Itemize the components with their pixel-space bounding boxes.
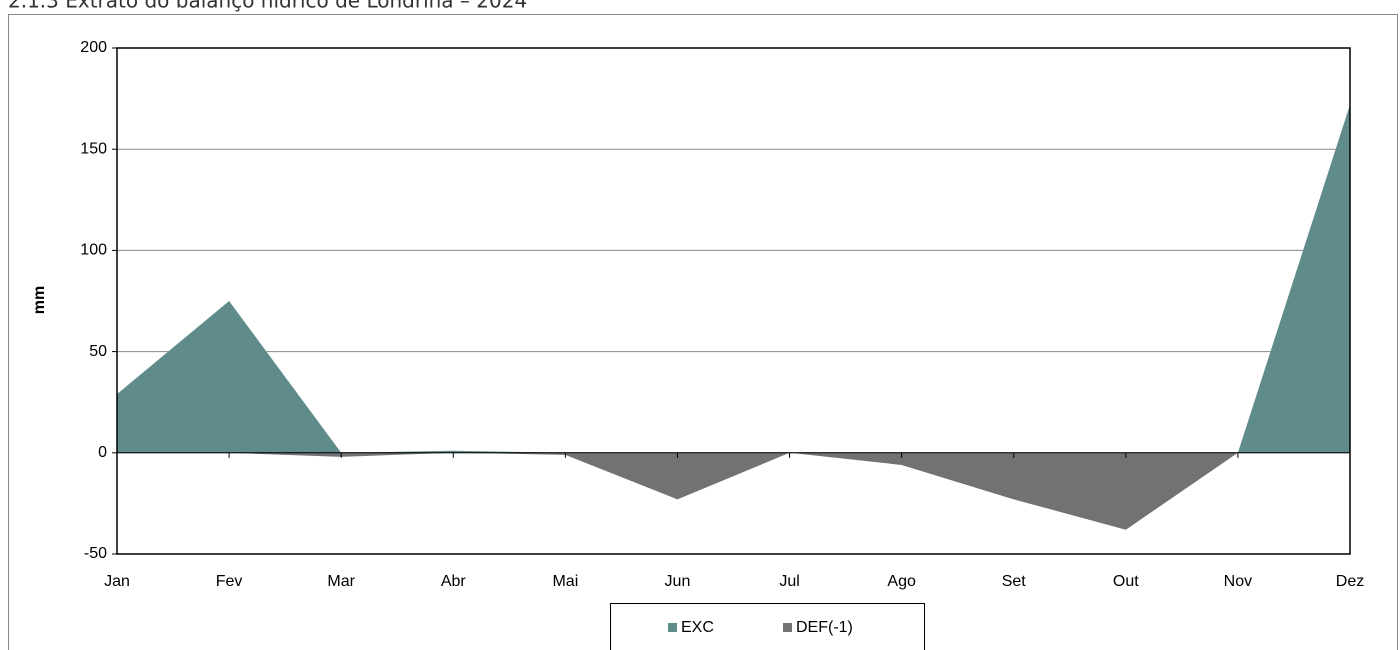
x-tick-label: Set bbox=[1002, 573, 1027, 590]
legend-label: DEF(-1) bbox=[796, 619, 853, 636]
area bbox=[117, 452, 1350, 530]
x-tick-label: Mai bbox=[552, 573, 578, 590]
y-tick-label: 200 bbox=[80, 39, 107, 56]
x-tick-label: Mar bbox=[327, 573, 355, 590]
y-tick-label: 0 bbox=[98, 444, 107, 461]
x-tick-label: Jun bbox=[665, 573, 691, 590]
x-tick-label: Jul bbox=[779, 573, 799, 590]
chart-title: 2.1.3 Extrato do balanço hídrico de Lond… bbox=[8, 0, 527, 13]
y-axis-label: mm bbox=[31, 286, 48, 314]
y-tick-label: 150 bbox=[80, 140, 107, 157]
x-tick-label: Out bbox=[1113, 573, 1139, 590]
x-tick-label: Fev bbox=[216, 573, 243, 590]
legend-swatch bbox=[783, 623, 792, 632]
x-tick-label: Jan bbox=[104, 573, 130, 590]
y-tick-label: 100 bbox=[80, 242, 107, 259]
area bbox=[117, 104, 1350, 453]
x-tick-label: Nov bbox=[1224, 573, 1252, 590]
plot-border bbox=[116, 47, 1351, 555]
legend-label: EXC bbox=[681, 619, 714, 636]
chart-frame bbox=[8, 14, 1398, 650]
x-tick-label: Dez bbox=[1336, 573, 1364, 590]
y-tick-label: -50 bbox=[84, 545, 107, 562]
x-tick-label: Ago bbox=[887, 573, 916, 590]
y-tick-label: 50 bbox=[89, 343, 107, 360]
x-tick-label: Abr bbox=[441, 573, 467, 590]
legend-swatch bbox=[668, 623, 677, 632]
legend bbox=[610, 603, 925, 650]
